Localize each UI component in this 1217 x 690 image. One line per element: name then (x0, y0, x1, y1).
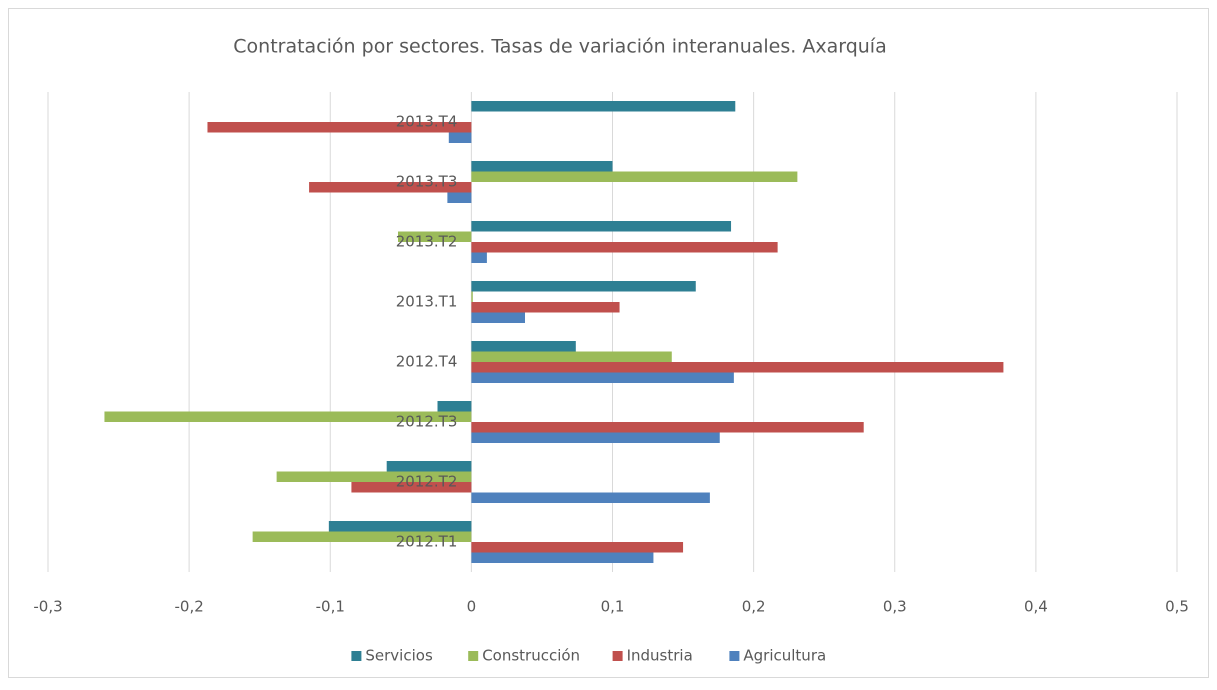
bar (471, 171, 798, 182)
chart-border (8, 8, 1209, 678)
bar (447, 192, 472, 203)
x-tick-label: -0,2 (174, 598, 203, 616)
legend-swatch (729, 651, 740, 661)
bar (448, 132, 472, 143)
x-tick-label: 0,4 (1024, 598, 1048, 616)
bar (471, 372, 734, 383)
bar (397, 231, 472, 242)
bar (471, 312, 526, 323)
y-tick-label: 2012.T1 (396, 533, 458, 551)
bar (437, 401, 472, 412)
x-tick-label: 0,2 (742, 598, 766, 616)
chart-title: Contratación por sectores. Tasas de vari… (233, 36, 886, 58)
y-tick-label: 2012.T4 (396, 353, 458, 371)
legend-swatch (612, 651, 623, 661)
bar (104, 411, 472, 422)
bar (309, 182, 472, 193)
bar (276, 471, 472, 482)
bar (351, 482, 472, 493)
x-tick-label: -0,1 (316, 598, 345, 616)
bar (471, 302, 620, 313)
y-tick-label: 2013.T4 (396, 113, 458, 131)
bar (471, 161, 613, 172)
x-tick-label: 0 (467, 598, 477, 616)
legend-swatch (351, 651, 362, 661)
bar (207, 122, 472, 133)
legend-swatch (468, 651, 479, 661)
bar (471, 101, 736, 112)
bar (471, 422, 864, 433)
bar (252, 531, 472, 542)
legend-label: Industria (627, 647, 693, 665)
x-tick-label: 0,5 (1165, 598, 1189, 616)
bar (328, 521, 472, 532)
bar (471, 542, 684, 553)
bar (471, 252, 487, 263)
bar (471, 432, 720, 443)
bar (471, 552, 654, 563)
legend-label: Agricultura (743, 647, 826, 665)
bar (471, 362, 1004, 373)
y-tick-label: 2013.T3 (396, 173, 458, 191)
y-tick-label: 2013.T2 (396, 233, 458, 251)
bar (471, 341, 576, 352)
bar (386, 461, 472, 472)
bar (471, 221, 732, 232)
x-tick-label: 0,3 (883, 598, 907, 616)
y-tick-label: 2012.T2 (396, 473, 458, 491)
bar (471, 281, 696, 292)
bar (471, 242, 778, 253)
x-tick-label: 0,1 (601, 598, 625, 616)
bar (471, 492, 710, 503)
bar (471, 351, 672, 362)
y-tick-label: 2013.T1 (396, 293, 458, 311)
y-tick-label: 2012.T3 (396, 413, 458, 431)
legend-label: Servicios (365, 647, 433, 665)
bar (471, 291, 473, 302)
legend-label: Construcción (482, 647, 580, 665)
x-tick-label: -0,3 (33, 598, 62, 616)
